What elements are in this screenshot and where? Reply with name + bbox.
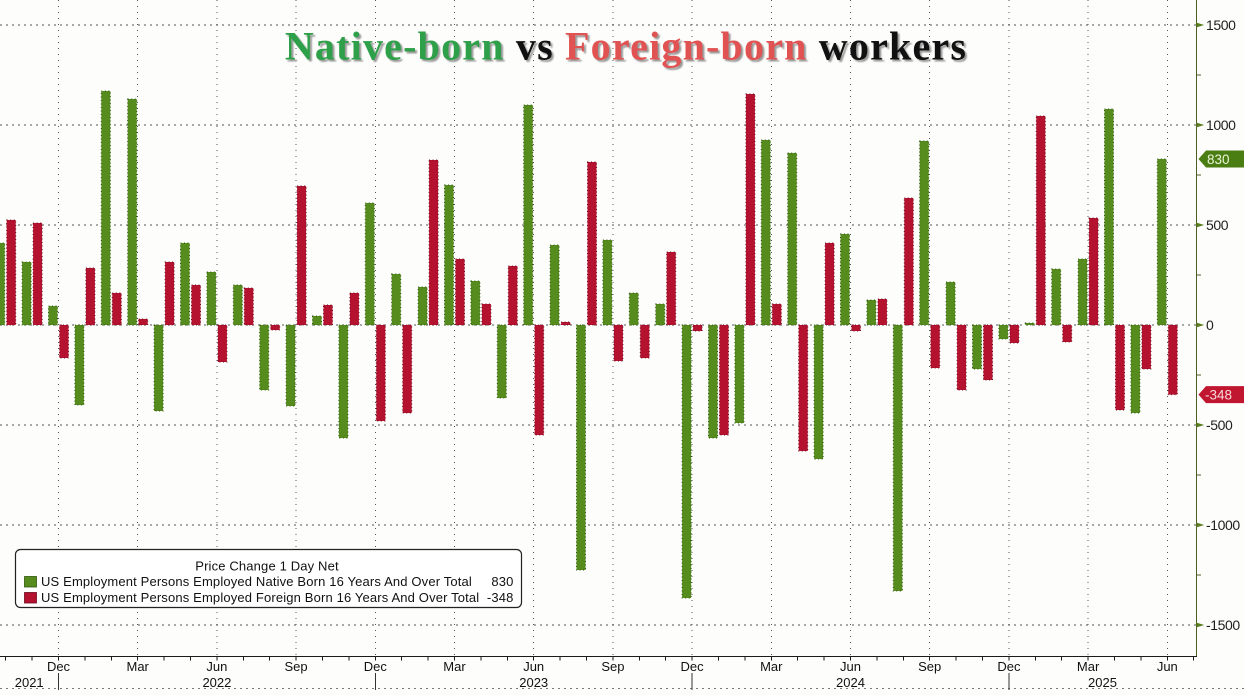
svg-text:1500: 1500 (1206, 17, 1236, 33)
svg-text:2023: 2023 (519, 675, 548, 690)
svg-text:Native-born vs Foreign-born wo: Native-born vs Foreign-born workers (285, 24, 967, 69)
svg-text:Price Change 1 Day Net: Price Change 1 Day Net (195, 559, 339, 574)
svg-text:Mar: Mar (760, 659, 783, 674)
svg-text:Jun: Jun (840, 659, 861, 674)
svg-text:-1000: -1000 (1206, 517, 1240, 533)
svg-text:Native-born vs Foreign-born wo: Native-born vs Foreign-born workers (287, 26, 969, 71)
svg-text:2024: 2024 (836, 675, 865, 690)
svg-text:500: 500 (1206, 217, 1229, 233)
svg-text:Sep: Sep (285, 659, 308, 674)
svg-text:Mar: Mar (127, 659, 150, 674)
svg-text:-1500: -1500 (1206, 617, 1240, 633)
svg-text:US Employment Persons Employed: US Employment Persons Employed Foreign B… (41, 590, 479, 605)
svg-text:-500: -500 (1206, 417, 1233, 433)
svg-text:Sep: Sep (601, 659, 624, 674)
svg-text:Dec: Dec (997, 659, 1021, 674)
svg-text:-348: -348 (1205, 388, 1232, 403)
svg-text:2021: 2021 (15, 675, 44, 690)
svg-text:Dec: Dec (47, 659, 71, 674)
svg-text:Mar: Mar (1077, 659, 1100, 674)
svg-text:Dec: Dec (364, 659, 388, 674)
svg-text:US Employment Persons Employed: US Employment Persons Employed Native Bo… (41, 574, 472, 589)
svg-text:Dec: Dec (681, 659, 705, 674)
svg-text:Sep: Sep (918, 659, 941, 674)
svg-text:Jun: Jun (523, 659, 544, 674)
svg-text:0: 0 (1206, 317, 1214, 333)
svg-text:Mar: Mar (443, 659, 466, 674)
svg-text:830: 830 (1207, 152, 1230, 167)
svg-text:2025: 2025 (1088, 675, 1117, 690)
svg-text:830: 830 (491, 574, 513, 589)
svg-text:Jun: Jun (1157, 659, 1178, 674)
svg-text:-348: -348 (487, 590, 514, 605)
svg-text:2022: 2022 (202, 675, 231, 690)
svg-text:Jun: Jun (206, 659, 227, 674)
svg-text:1000: 1000 (1206, 117, 1236, 133)
